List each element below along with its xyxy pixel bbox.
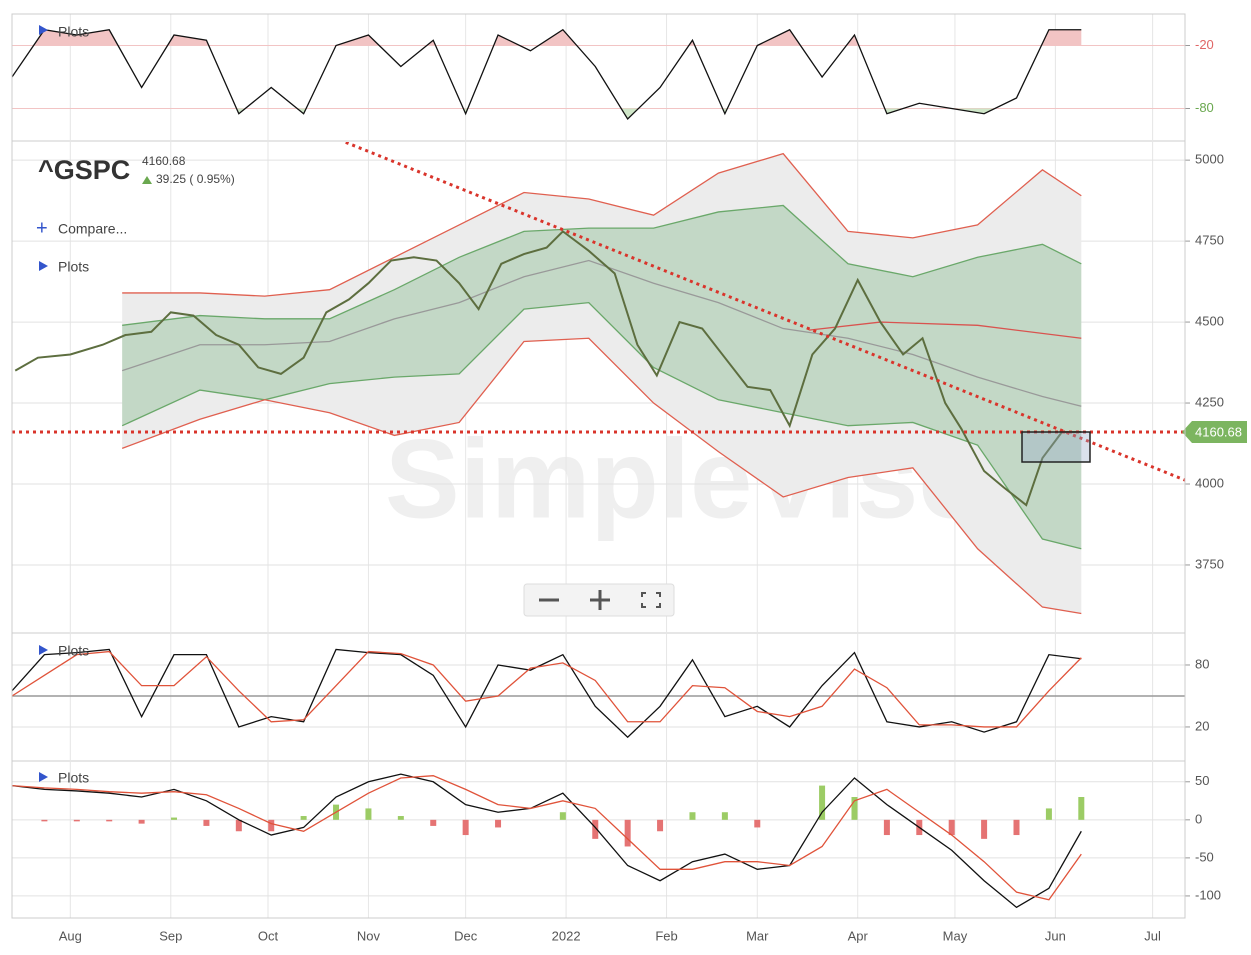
histogram-bar [883, 819, 890, 836]
histogram-bar [495, 819, 502, 828]
y-tick-label: -80 [1195, 100, 1214, 115]
x-tick-label: Jun [1045, 928, 1066, 943]
last-price: 4160.68 [142, 154, 186, 168]
series-line [122, 152, 1082, 297]
x-tick-label: Aug [59, 928, 82, 943]
oversold-fill [12, 108, 1082, 119]
series-line [121, 301, 1082, 550]
histogram-bar [365, 808, 372, 820]
x-tick-label: Nov [357, 928, 381, 943]
price-tag [1182, 420, 1247, 443]
x-tick-label: Oct [258, 928, 279, 943]
plots-button[interactable]: Plots [58, 24, 89, 40]
histogram-bar [106, 819, 113, 822]
panel-frames [11, 13, 1186, 919]
x-tick-label: Mar [746, 928, 769, 943]
selection-box [1021, 431, 1091, 463]
plots-button[interactable]: Plots [58, 259, 89, 275]
y-tick-label: 0 [1195, 811, 1202, 826]
x-tick-label: Sep [159, 928, 182, 943]
histogram-bar [430, 819, 437, 826]
histogram-bar [1013, 819, 1020, 836]
plots-icon[interactable] [39, 261, 48, 271]
histogram-bar [851, 797, 858, 820]
up-arrow [142, 176, 152, 184]
plots-button[interactable]: Plots [58, 770, 89, 786]
histogram-bar [73, 819, 80, 822]
x-tick-label: Feb [655, 928, 677, 943]
price-tag-label: 4160.68 [1195, 424, 1242, 439]
histogram-bar [1078, 797, 1085, 820]
histogram-bar [462, 819, 469, 836]
histogram-bar [1045, 808, 1052, 820]
band-fill [122, 153, 1082, 614]
histogram-bar [721, 812, 728, 820]
series-line [12, 773, 1082, 909]
histogram-bar [981, 819, 988, 839]
histogram-bar [819, 785, 826, 820]
y-tick-label: 20 [1195, 718, 1209, 733]
y-tick-label: 4000 [1195, 475, 1224, 490]
histogram-bar [203, 819, 210, 826]
series-line [122, 204, 1082, 326]
histogram-bar [657, 819, 664, 832]
zoom-controls [523, 583, 675, 617]
plus-icon[interactable]: + [36, 217, 48, 239]
x-tick-label: Dec [454, 928, 478, 943]
plots-button[interactable]: Plots [58, 643, 89, 659]
y-tick-label: 50 [1195, 773, 1209, 788]
frame [11, 13, 1186, 919]
series-line [12, 28, 1082, 121]
histogram-bar [559, 812, 566, 820]
histogram-bar [689, 812, 696, 820]
y-tick-label: -20 [1195, 37, 1214, 52]
histogram-bar [171, 817, 178, 820]
series-line [14, 230, 1082, 507]
histogram-bar [948, 819, 955, 836]
x-tick-label: May [943, 928, 968, 943]
histogram-bar [624, 819, 631, 847]
y-tick-label: 4750 [1195, 233, 1224, 248]
x-tick-label: 2022 [552, 928, 581, 943]
x-tick-label: Apr [848, 928, 869, 943]
histogram-bar [754, 819, 761, 828]
y-tick-label: -50 [1195, 849, 1214, 864]
series-line [121, 337, 1082, 615]
overbought-fill [12, 29, 1082, 46]
y-tick-label: 3750 [1195, 556, 1224, 571]
histogram-bar [235, 819, 242, 832]
y-tick-label: 4500 [1195, 314, 1224, 329]
histogram-bar [138, 819, 145, 824]
y-tick-label: 5000 [1195, 152, 1224, 167]
fullscreen[interactable] [641, 592, 661, 608]
histogram-bar [268, 819, 275, 832]
plots-icon[interactable] [39, 645, 48, 655]
series-line [12, 648, 1082, 739]
y-tick-label: 80 [1195, 656, 1209, 671]
x-tick-label: Jul [1144, 928, 1161, 943]
series-line [809, 321, 1082, 339]
histogram-bar [41, 819, 48, 822]
y-tick-label: -100 [1195, 887, 1221, 902]
series-line [121, 259, 1082, 407]
histogram-bar [592, 819, 599, 839]
band-fill [122, 205, 1082, 549]
histogram-bar [397, 816, 404, 820]
plots-icon[interactable] [39, 25, 48, 35]
series-line [12, 650, 1082, 728]
plots-icon[interactable] [39, 772, 48, 782]
histogram-bar [300, 816, 307, 820]
symbol: ^GSPC [38, 155, 130, 185]
series-line [12, 775, 1082, 901]
price-change: 39.25 ( 0.95%) [156, 172, 235, 186]
compare-button[interactable]: Compare... [58, 221, 127, 237]
y-tick-label: 4250 [1195, 394, 1224, 409]
